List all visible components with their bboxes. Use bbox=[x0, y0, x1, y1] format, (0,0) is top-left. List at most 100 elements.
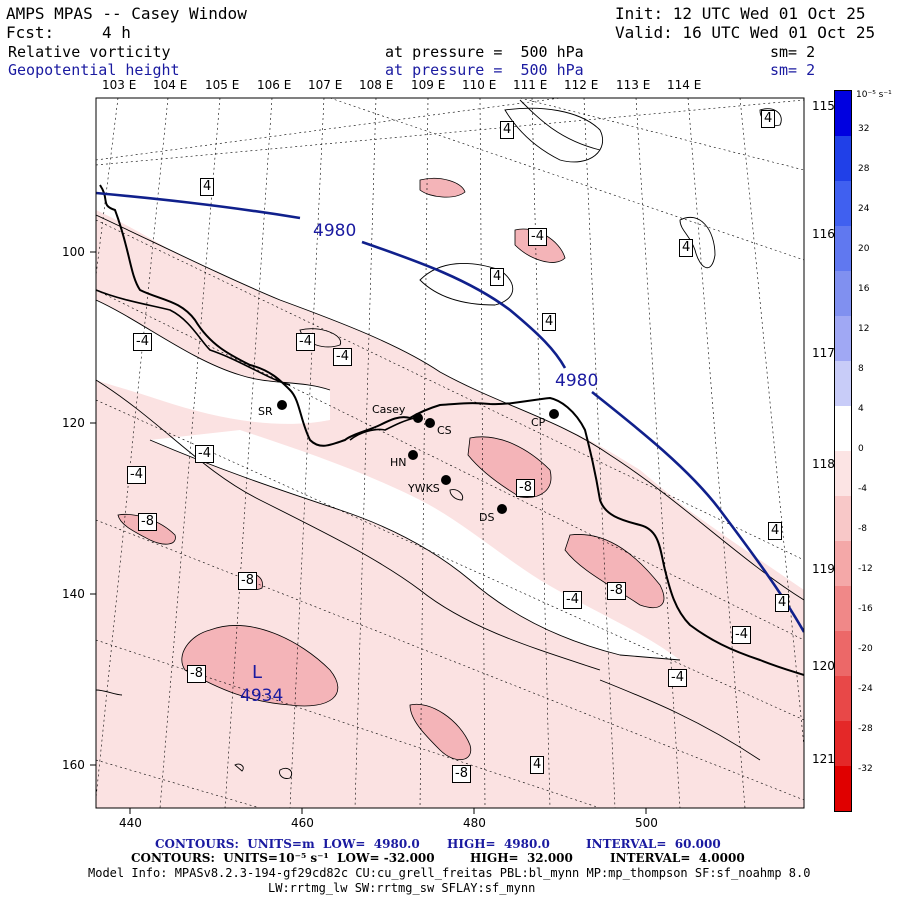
colorbar-segment bbox=[835, 361, 851, 406]
y-tick: 160 bbox=[62, 758, 85, 772]
colorbar-tick: 8 bbox=[858, 364, 864, 374]
contour-label: -4 bbox=[668, 669, 687, 687]
contour-label: 4 bbox=[500, 121, 515, 139]
x-tick: 500 bbox=[635, 816, 658, 830]
colorbar bbox=[834, 90, 852, 812]
lon-label: 110 E bbox=[462, 78, 497, 92]
x-tick: 440 bbox=[119, 816, 142, 830]
height-label: 4980 bbox=[555, 371, 599, 391]
colorbar-segment bbox=[835, 631, 851, 676]
map-frame bbox=[95, 97, 805, 809]
contour-label: -8 bbox=[607, 582, 626, 600]
y-tick: 140 bbox=[62, 587, 85, 601]
contour-label: 4 bbox=[679, 239, 694, 257]
station-dots bbox=[277, 400, 559, 514]
station-label-hn: HN bbox=[390, 456, 407, 469]
colorbar-tick: 28 bbox=[858, 164, 870, 174]
colorbar-tick: 12 bbox=[858, 324, 870, 334]
lon-label: 105 E bbox=[205, 78, 240, 92]
height-label: 4980 bbox=[313, 221, 357, 241]
contour-label: 4 bbox=[761, 110, 776, 128]
station-dot-ywks bbox=[441, 475, 451, 485]
contour-label: -8 bbox=[452, 765, 471, 783]
colorbar-tick: 20 bbox=[858, 244, 870, 254]
lon-label: 108 E bbox=[359, 78, 394, 92]
colorbar-tick: -4 bbox=[858, 484, 867, 494]
colorbar-tick: -8 bbox=[858, 524, 867, 534]
colorbar-segment bbox=[835, 136, 851, 181]
colorbar-segment bbox=[835, 766, 851, 811]
contour-label: 4 bbox=[490, 268, 505, 286]
field2-smoothing: sm= 2 bbox=[770, 61, 816, 79]
footer-vort-units: CONTOURS: UNITS=10⁻⁵ s⁻¹ LOW= -32.000 bbox=[131, 851, 435, 865]
colorbar-tick: -24 bbox=[858, 684, 873, 694]
field1-smoothing: sm= 2 bbox=[770, 43, 816, 61]
forecast-value: 4 h bbox=[102, 23, 131, 42]
contour-label: -4 bbox=[333, 348, 352, 366]
station-label-cp: CP bbox=[531, 416, 546, 429]
x-tick: 460 bbox=[291, 816, 314, 830]
colorbar-tick: -32 bbox=[858, 764, 873, 774]
colorbar-tick: -20 bbox=[858, 644, 873, 654]
colorbar-segment bbox=[835, 181, 851, 226]
colorbar-tick: -28 bbox=[858, 724, 873, 734]
contour-label: 4 bbox=[768, 522, 783, 540]
footer-vort-high: HIGH= 32.000 bbox=[470, 851, 573, 865]
lon-label: 114 E bbox=[667, 78, 702, 92]
colorbar-segment bbox=[835, 406, 851, 451]
lon-label: 112 E bbox=[564, 78, 599, 92]
height-contour-4980 bbox=[96, 191, 804, 633]
lon-label: 111 E bbox=[513, 78, 548, 92]
station-label-ywks: YWKS bbox=[408, 482, 440, 495]
contour-label: 4 bbox=[542, 313, 557, 331]
colorbar-tick: 4 bbox=[858, 404, 864, 414]
colorbar-unit: 10⁻⁵ s⁻¹ bbox=[856, 90, 892, 100]
station-dot-casey bbox=[413, 413, 423, 423]
y-tick: 120 bbox=[62, 416, 85, 430]
colorbar-segment bbox=[835, 721, 851, 766]
lon-label: 109 E bbox=[411, 78, 446, 92]
app-title: AMPS MPAS -- Casey Window bbox=[6, 4, 247, 23]
colorbar-segment bbox=[835, 496, 851, 541]
colorbar-segment bbox=[835, 586, 851, 631]
footer-vort-interval: INTERVAL= 4.0000 bbox=[610, 851, 745, 865]
lon-label: 107 E bbox=[308, 78, 343, 92]
contour-label: 4 bbox=[530, 756, 545, 774]
contour-label: -8 bbox=[238, 572, 257, 590]
lon-label: 104 E bbox=[153, 78, 188, 92]
station-dot-cp bbox=[549, 409, 559, 419]
colorbar-segment bbox=[835, 271, 851, 316]
contour-label: -8 bbox=[187, 665, 206, 683]
model-info-2: LW:rrtmg_lw SW:rrtmg_sw SFLAY:sf_mynn bbox=[268, 881, 536, 895]
station-dot-hn bbox=[408, 450, 418, 460]
station-dot-cs bbox=[425, 418, 435, 428]
lon-label: 106 E bbox=[257, 78, 292, 92]
colorbar-tick: -16 bbox=[858, 604, 873, 614]
station-dot-ds bbox=[497, 504, 507, 514]
y-tick: 100 bbox=[62, 245, 85, 259]
colorbar-tick: 24 bbox=[858, 204, 870, 214]
station-label-ds: DS bbox=[479, 511, 495, 524]
colorbar-tick: 0 bbox=[858, 444, 864, 454]
latlon-grid bbox=[96, 98, 804, 808]
contour-label: 4 bbox=[775, 594, 790, 612]
field1-name: Relative vorticity bbox=[8, 43, 171, 61]
model-info: Model Info: MPASv8.2.3-194-gf29cd82c CU:… bbox=[88, 866, 811, 880]
contour-label: -4 bbox=[563, 591, 582, 609]
x-tick: 480 bbox=[463, 816, 486, 830]
colorbar-segment bbox=[835, 226, 851, 271]
lon-label: 113 E bbox=[616, 78, 651, 92]
colorbar-tick: 16 bbox=[858, 284, 870, 294]
contour-label: -4 bbox=[528, 228, 547, 246]
contour-label: 4 bbox=[200, 178, 215, 196]
station-label-cs: CS bbox=[437, 424, 452, 437]
contour-label: -8 bbox=[138, 513, 157, 531]
station-dot-sr bbox=[277, 400, 287, 410]
vorticity-contours bbox=[96, 99, 804, 779]
colorbar-segment bbox=[835, 451, 851, 496]
colorbar-segment bbox=[835, 541, 851, 586]
footer-height-interval: INTERVAL= 60.000 bbox=[586, 837, 721, 851]
field2-name: Geopotential height bbox=[8, 61, 180, 79]
contour-label: -4 bbox=[133, 333, 152, 351]
